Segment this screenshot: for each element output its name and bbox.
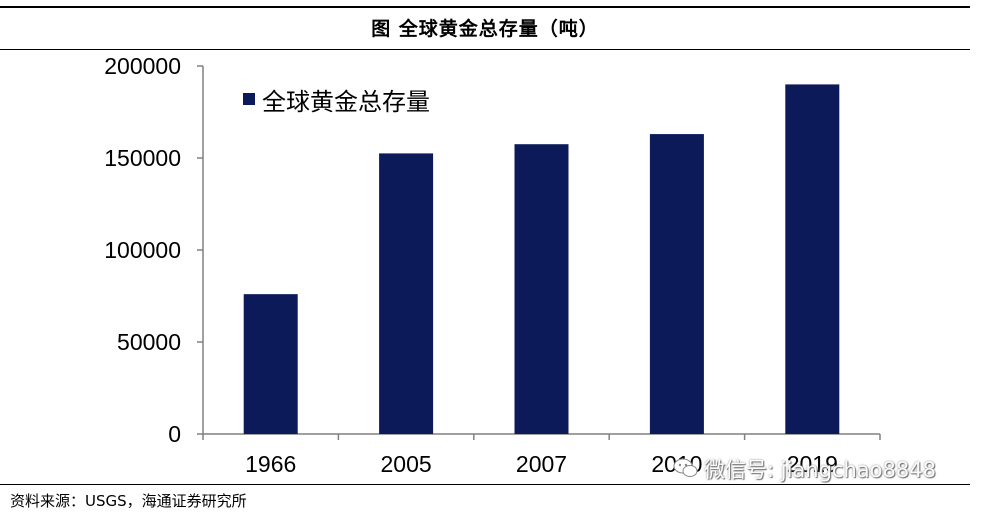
x-tick-label: 2005	[381, 451, 432, 477]
bar-2010	[649, 134, 704, 434]
bar-2005	[379, 153, 434, 434]
watermark-text: 微信号: jiangchao8848	[704, 458, 936, 482]
y-tick-label: 100000	[104, 237, 181, 263]
bar-1966	[243, 294, 298, 434]
title-bottom-rule	[0, 49, 970, 50]
source-note: 资料来源：USGS，海通证券研究所	[10, 492, 247, 510]
x-tick-label: 1966	[245, 451, 296, 477]
y-tick-label: 200000	[104, 53, 181, 79]
bar-2007	[514, 144, 569, 434]
chart-title-bar: 图 全球黄金总存量（吨）	[0, 0, 986, 50]
y-tick-label: 0	[168, 421, 181, 447]
source-rule	[0, 484, 970, 485]
title-top-rule	[0, 6, 970, 8]
wechat-icon	[673, 458, 698, 477]
x-tick-label: 2007	[516, 451, 567, 477]
chart-title: 图 全球黄金总存量（吨）	[371, 18, 599, 40]
plot-area: 0500001000001500002000001966200520072010…	[104, 53, 881, 477]
legend-swatch	[243, 93, 255, 105]
y-tick-label: 150000	[104, 145, 181, 171]
legend-label: 全球黄金总存量	[262, 88, 430, 116]
y-tick-label: 50000	[117, 329, 181, 355]
x-tick-label: 2019	[787, 451, 838, 477]
bar-2019	[785, 84, 840, 435]
